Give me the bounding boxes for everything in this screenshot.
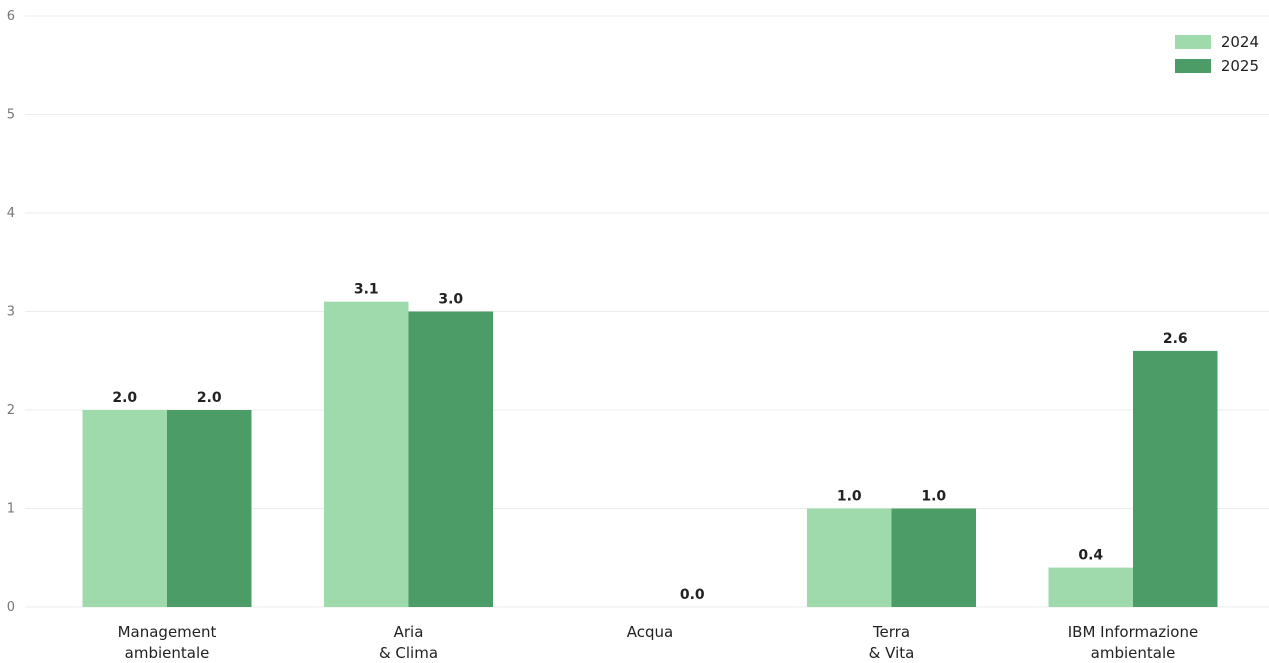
y-tick-label: 1 <box>7 502 15 517</box>
x-tick-label: IBM Informazione <box>1068 623 1198 641</box>
y-tick-label: 0 <box>7 600 15 615</box>
x-tick-label: & Vita <box>869 644 915 662</box>
y-tick-label: 2 <box>7 403 15 418</box>
y-axis-ticks: 0 1 2 3 4 5 6 <box>7 9 15 615</box>
data-label: 2.0 <box>197 390 222 406</box>
bar-2024-0 <box>82 410 167 607</box>
x-tick-label: Aria <box>394 623 424 641</box>
x-axis-ticks: Management ambientale Aria & Clima Acqua Terr… <box>118 623 1199 662</box>
y-tick-label: 5 <box>7 108 15 123</box>
data-label: 2.6 <box>1163 331 1188 347</box>
legend-swatch <box>1174 59 1211 73</box>
data-label: 3.1 <box>354 282 379 298</box>
x-tick-label: Management <box>118 623 217 641</box>
legend-item: 2025 <box>1174 54 1259 78</box>
bar-2025-3 <box>891 508 976 607</box>
legend-label: 2024 <box>1220 33 1259 51</box>
bar-2024-4 <box>1048 567 1133 607</box>
data-label: 0.4 <box>1078 548 1103 564</box>
data-label: 1.0 <box>921 489 946 505</box>
bar-2025-4 <box>1133 350 1218 607</box>
bars <box>82 301 1218 607</box>
y-tick-label: 4 <box>7 206 15 221</box>
x-tick-label: & Clima <box>379 644 438 662</box>
x-tick-label: Acqua <box>627 623 673 641</box>
x-tick-label: ambientale <box>125 644 210 662</box>
legend: 2024 2025 <box>1174 30 1259 78</box>
y-tick-label: 3 <box>7 305 15 320</box>
legend-item: 2024 <box>1174 30 1259 54</box>
legend-swatch <box>1174 35 1211 49</box>
data-label: 0.0 <box>680 587 705 603</box>
data-label: 3.0 <box>438 292 463 308</box>
x-tick-label: ambientale <box>1091 644 1176 662</box>
data-labels: 2.0 3.1 1.0 0.4 2.0 3.0 0.0 1.0 2.6 <box>112 282 1187 603</box>
data-label: 1.0 <box>837 489 862 505</box>
bar-2025-0 <box>167 410 252 607</box>
x-tick-label: Terra <box>872 623 910 641</box>
bar-2024-3 <box>807 508 892 607</box>
bar-2024-1 <box>324 301 409 607</box>
legend-label: 2025 <box>1220 57 1259 75</box>
bar-2025-1 <box>408 311 493 607</box>
data-label: 2.0 <box>112 390 137 406</box>
y-tick-label: 6 <box>7 9 15 24</box>
